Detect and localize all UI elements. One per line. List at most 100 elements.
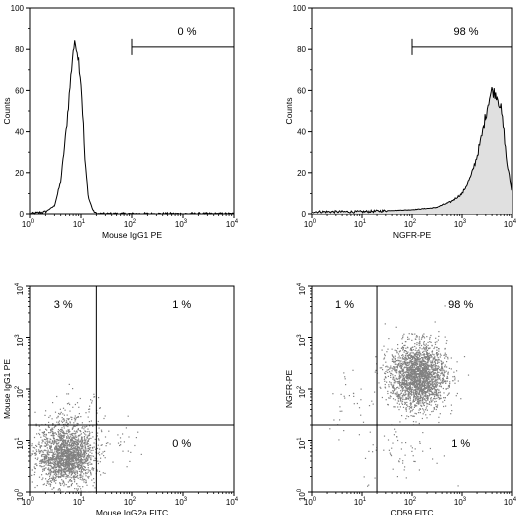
scatter-point (419, 412, 421, 414)
scatter-point (364, 457, 367, 459)
scatter-point (402, 460, 404, 462)
scatter-point (394, 370, 396, 372)
scatter-point (440, 354, 442, 356)
scatter-point (50, 451, 52, 453)
scatter-point (40, 466, 42, 468)
scatter-point (60, 469, 62, 471)
scatter-point (414, 398, 417, 400)
scatter-point (46, 455, 48, 457)
scatter-point (65, 443, 67, 445)
scatter-point (406, 381, 408, 383)
scatter-point (433, 385, 435, 388)
scatter-point (58, 468, 60, 470)
scatter-point (404, 454, 406, 456)
scatter-point (418, 469, 420, 471)
scatter-point (431, 379, 433, 381)
scatter-point (42, 468, 44, 470)
scatter-point (86, 484, 88, 486)
scatter-point (81, 448, 83, 450)
scatter-point (431, 377, 433, 379)
scatter-point (408, 388, 410, 390)
scatter-point (82, 486, 84, 488)
scatter-point (425, 373, 428, 375)
scatter-point (67, 449, 70, 451)
scatter-point (392, 387, 394, 389)
scatter-point (65, 467, 67, 469)
scatter-point (425, 368, 427, 370)
scatter-point (422, 362, 424, 365)
scatter-point (368, 405, 371, 407)
scatter-point (394, 367, 396, 369)
scatter-point (417, 351, 419, 353)
scatter-point (424, 381, 426, 383)
x-tick-label: 100 (22, 219, 35, 229)
scatter-point (398, 373, 400, 375)
scatter-point (72, 455, 74, 457)
scatter-point (76, 462, 78, 464)
scatter-point (432, 458, 434, 460)
scatter-point (71, 469, 73, 471)
scatter-point (427, 359, 429, 361)
scatter-point (88, 457, 90, 459)
scatter-point (66, 463, 68, 465)
scatter-point (419, 397, 421, 399)
scatter-point (91, 452, 93, 454)
scatter-point (429, 387, 431, 389)
scatter-point (443, 380, 445, 382)
scatter-point (429, 394, 431, 396)
scatter-point (56, 457, 58, 459)
scatter-point (98, 470, 101, 472)
x-tick-label: 100 (304, 219, 317, 229)
scatter-point (367, 485, 369, 487)
scatter-point (415, 383, 417, 385)
scatter-point (414, 448, 416, 450)
scatter-point (374, 371, 376, 373)
scatter-point (40, 459, 42, 461)
scatter-point (428, 357, 430, 359)
scatter-point (79, 464, 81, 466)
scatter-point (49, 447, 51, 449)
scatter-point (65, 445, 67, 447)
scatter-point (446, 340, 448, 342)
scatter-point (53, 454, 55, 456)
scatter-point (413, 396, 415, 398)
scatter-point (442, 401, 444, 403)
scatter-point (57, 471, 59, 473)
scatter-point (89, 432, 91, 434)
x-tick-label: 101 (354, 219, 367, 229)
scatter-point (427, 364, 429, 366)
scatter-point (401, 363, 403, 365)
scatter-point (419, 376, 421, 378)
scatter-point (60, 444, 62, 446)
scatter-point (386, 351, 388, 353)
scatter-point (423, 411, 425, 413)
scatter-point (401, 388, 403, 390)
scatter-point (78, 465, 80, 468)
scatter-point (80, 472, 82, 474)
scatter-point (76, 483, 78, 485)
scatter-point (392, 385, 394, 387)
scatter-point (75, 443, 78, 445)
scatter-point (427, 385, 429, 387)
scatter-point (52, 442, 54, 444)
scatter-point (414, 363, 416, 366)
scatter-point (421, 364, 423, 366)
x-axis-label: CD59 FITC (391, 508, 434, 515)
scatter-point (76, 445, 78, 447)
scatter-point (410, 388, 413, 390)
scatter-point (417, 358, 419, 360)
scatter-point (93, 446, 95, 448)
scatter-point (424, 382, 426, 384)
scatter-point (65, 464, 67, 466)
scatter-point (109, 443, 111, 445)
scatter-point (73, 464, 75, 466)
scatter-point (434, 386, 436, 388)
scatter-point (80, 433, 82, 435)
scatter-point (414, 362, 416, 364)
scatter-point (422, 397, 424, 399)
scatter-point (50, 474, 52, 476)
scatter-point (73, 453, 75, 455)
scatter-point (405, 376, 407, 378)
x-tick-label: 104 (226, 219, 239, 229)
scatter-point (403, 361, 405, 363)
